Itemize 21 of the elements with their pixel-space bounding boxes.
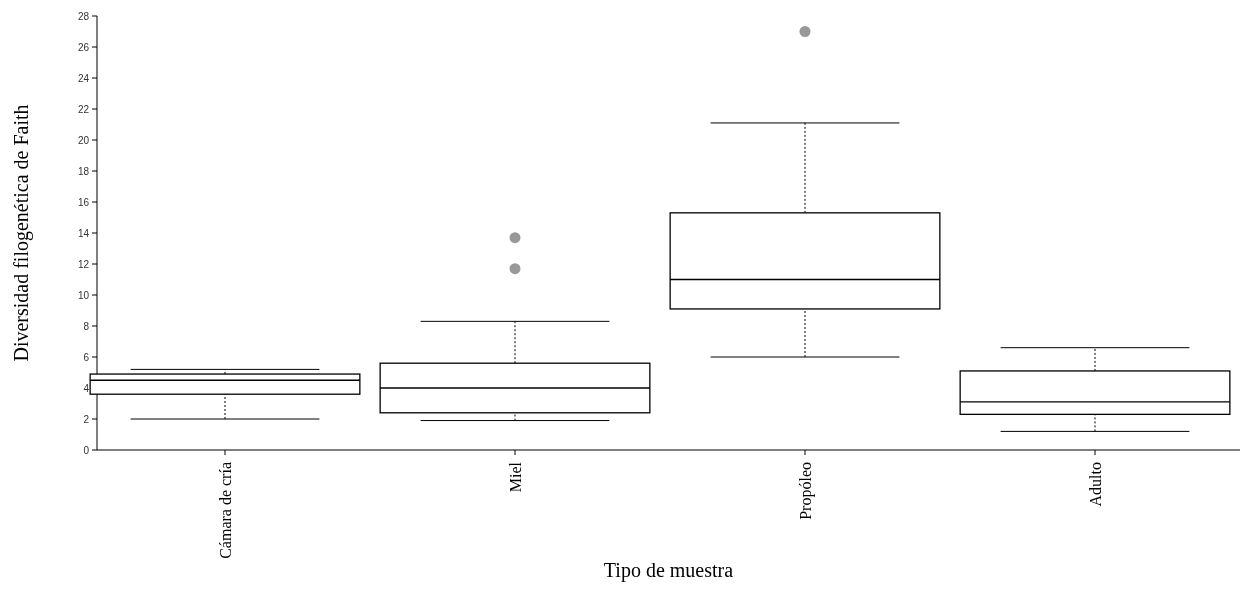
y-tick-label: 24 — [77, 72, 90, 84]
x-tick-label: Propóleo — [796, 462, 815, 520]
y-tick-label: 2 — [83, 413, 90, 425]
x-tick-label: Cámara de cría — [216, 462, 234, 559]
y-tick-label: 16 — [77, 196, 90, 208]
y-tick-label: 14 — [77, 227, 90, 239]
y-tick-label: 18 — [77, 165, 90, 177]
y-tick-label: 12 — [77, 258, 90, 270]
y-tick-label: 26 — [77, 41, 90, 53]
x-tick-label: Miel — [506, 461, 524, 493]
x-axis-title: Tipo de muestra — [603, 559, 734, 582]
y-tick-label: 20 — [77, 134, 90, 146]
y-axis-title: Diversidad filogenética de Faith — [10, 104, 33, 362]
y-tick-label: 28 — [77, 10, 90, 22]
y-tick-label: 4 — [83, 382, 90, 394]
y-tick-label: 22 — [77, 103, 90, 115]
y-tick-label: 8 — [83, 320, 90, 332]
y-tick-label: 6 — [83, 351, 90, 363]
y-tick-label: 0 — [83, 444, 90, 456]
x-tick-label: Adulto — [1086, 462, 1104, 507]
y-tick-label: 10 — [77, 289, 90, 301]
